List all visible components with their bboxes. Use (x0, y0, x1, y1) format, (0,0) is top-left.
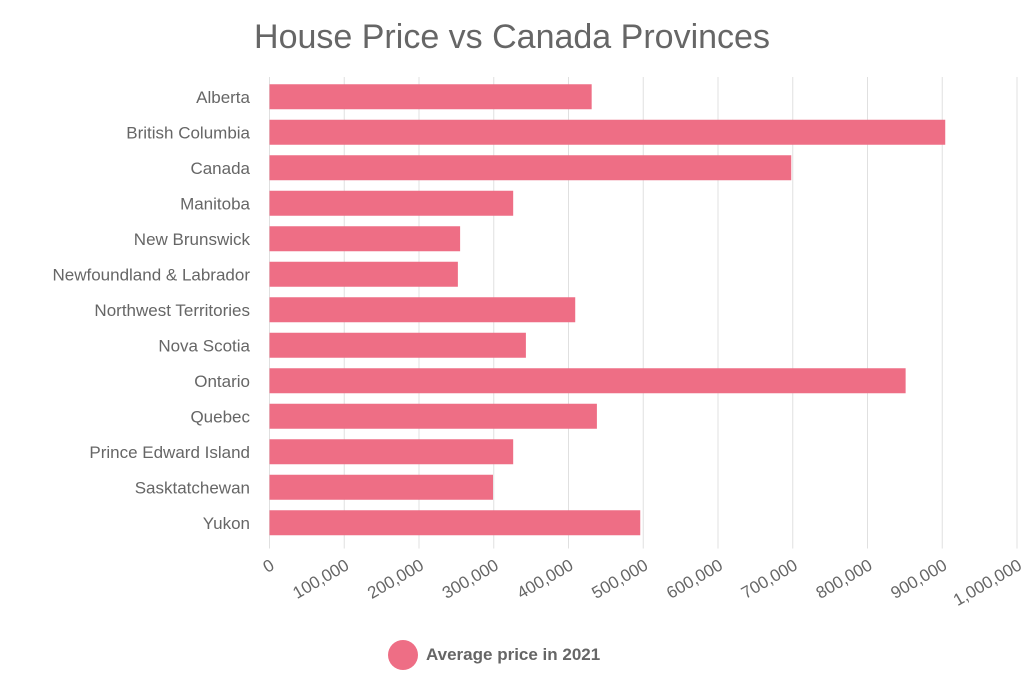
bar (269, 226, 461, 252)
x-tick-label: 900,000 (888, 556, 951, 603)
y-tick-label: Yukon (203, 514, 250, 533)
y-tick-label: Alberta (196, 88, 250, 107)
bar (269, 297, 576, 323)
bar (269, 403, 597, 429)
bar (269, 368, 906, 394)
legend-label: Average price in 2021 (426, 645, 601, 664)
bar (269, 155, 792, 181)
y-tick-label: New Brunswick (134, 230, 251, 249)
y-tick-label: Manitoba (180, 194, 250, 213)
x-tick-label: 700,000 (738, 556, 801, 603)
legend: Average price in 2021 (388, 640, 600, 670)
bar (269, 332, 526, 358)
chart-title: House Price vs Canada Provinces (254, 18, 770, 56)
y-tick-label: Nova Scotia (158, 336, 250, 355)
bar (269, 119, 946, 145)
bar (269, 474, 494, 500)
x-tick-label: 400,000 (514, 556, 577, 603)
y-tick-label: British Columbia (126, 123, 250, 142)
x-tick-label: 500,000 (589, 556, 652, 603)
x-tick-label: 800,000 (813, 556, 876, 603)
bar (269, 439, 514, 465)
x-tick-label: 0 (260, 556, 278, 577)
bar (269, 84, 592, 110)
y-tick-label: Canada (190, 159, 250, 178)
y-tick-label: Prince Edward Island (89, 443, 250, 462)
y-tick-label: Newfoundland & Labrador (52, 265, 250, 284)
x-tick-label: 200,000 (364, 556, 427, 603)
y-tick-label: Quebec (190, 407, 250, 426)
bar (269, 261, 458, 287)
legend-swatch (388, 640, 418, 670)
y-tick-label: Sasktatchewan (135, 478, 250, 497)
bar (269, 510, 641, 536)
y-tick-label: Ontario (194, 372, 250, 391)
x-tick-label: 600,000 (663, 556, 726, 603)
x-tick-label: 100,000 (290, 556, 353, 603)
y-tick-label: Northwest Territories (94, 301, 250, 320)
bar (269, 190, 514, 216)
x-tick-label: 1,000,000 (950, 556, 1024, 610)
x-tick-label: 300,000 (439, 556, 502, 603)
